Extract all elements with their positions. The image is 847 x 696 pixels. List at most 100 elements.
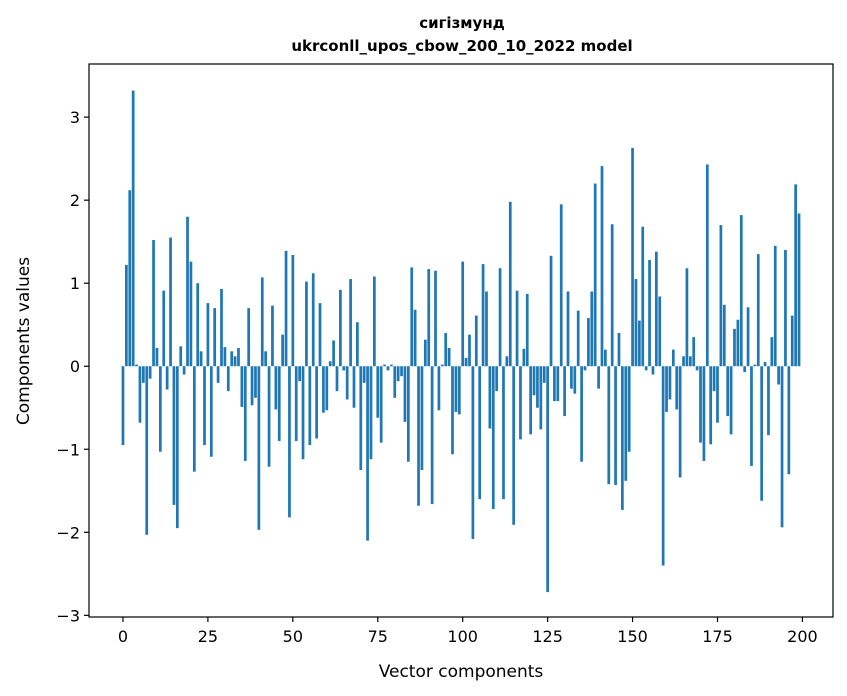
- bar: [573, 366, 577, 394]
- bar: [352, 366, 356, 408]
- bar: [688, 356, 692, 367]
- bar: [362, 366, 366, 383]
- bar: [773, 245, 777, 367]
- plot-area-frame: [88, 63, 834, 618]
- bar: [570, 366, 573, 389]
- bars-group: [121, 90, 801, 593]
- bar: [440, 364, 444, 367]
- bar: [607, 366, 611, 485]
- bar: [366, 366, 369, 541]
- bar: [158, 366, 162, 452]
- y-tick-label: 3: [70, 108, 80, 127]
- bar: [529, 366, 532, 435]
- bar: [305, 281, 308, 367]
- bar: [685, 268, 689, 367]
- bar: [447, 347, 451, 367]
- x-tick-label: 125: [532, 627, 563, 646]
- bar: [651, 366, 655, 375]
- bar: [277, 366, 281, 441]
- bar: [196, 283, 200, 367]
- bar: [237, 347, 240, 367]
- bar: [502, 366, 505, 500]
- y-tick-label: −2: [56, 523, 80, 542]
- bar: [186, 216, 189, 367]
- bar: [369, 366, 373, 460]
- bar: [580, 366, 583, 462]
- bar: [471, 366, 475, 539]
- bar: [444, 333, 448, 367]
- bar: [339, 289, 342, 367]
- bar: [206, 303, 210, 367]
- bar: [138, 366, 142, 423]
- bar: [614, 366, 617, 485]
- bar: [430, 366, 434, 505]
- bar: [131, 90, 135, 367]
- bar: [267, 366, 271, 467]
- bar: [311, 273, 315, 367]
- bar: [142, 366, 145, 383]
- bar: [250, 366, 254, 406]
- bar: [165, 366, 169, 390]
- bar: [485, 291, 488, 367]
- bar: [495, 366, 499, 392]
- bar: [525, 294, 529, 367]
- x-tick-label: 175: [702, 627, 733, 646]
- bar: [716, 366, 719, 423]
- bar: [189, 261, 193, 367]
- bar: [797, 213, 801, 367]
- bar: [705, 164, 709, 367]
- bar: [563, 366, 566, 417]
- bar: [719, 225, 723, 367]
- bar: [264, 351, 268, 367]
- bar: [746, 307, 750, 367]
- bar: [566, 291, 570, 367]
- bar: [216, 366, 220, 383]
- x-tick-label: 200: [787, 627, 818, 646]
- bar: [325, 366, 329, 411]
- y-tick-label: −3: [56, 606, 80, 625]
- x-tick-label: 150: [617, 627, 648, 646]
- bar: [271, 305, 274, 367]
- bar: [233, 356, 237, 367]
- bar: [753, 364, 757, 367]
- bar: [777, 366, 780, 385]
- bar: [379, 366, 383, 443]
- bar: [491, 366, 495, 510]
- bar: [345, 366, 349, 400]
- bar: [763, 362, 767, 367]
- bar: [209, 366, 213, 457]
- bar: [559, 204, 563, 367]
- bar: [386, 366, 390, 371]
- bar: [702, 366, 706, 461]
- chart-title-line1: сигізмунд: [419, 14, 505, 32]
- bar: [668, 366, 672, 400]
- bar: [546, 366, 549, 593]
- bar: [294, 366, 298, 441]
- bar: [332, 340, 335, 367]
- bar: [373, 276, 376, 367]
- bar: [281, 334, 284, 367]
- bar: [722, 304, 726, 367]
- bar: [658, 296, 662, 367]
- bar: [410, 267, 414, 367]
- bar: [665, 366, 668, 412]
- bar: [349, 279, 352, 367]
- bar: [699, 366, 702, 443]
- x-tick-label: 75: [368, 627, 388, 646]
- bar: [750, 366, 753, 466]
- bar: [481, 264, 485, 367]
- bar: [709, 366, 713, 445]
- bar: [505, 356, 509, 367]
- bar: [220, 289, 223, 367]
- bar: [556, 366, 560, 402]
- bar: [675, 366, 679, 410]
- bar: [243, 366, 247, 461]
- bar: [597, 366, 600, 389]
- x-tick-label: 25: [198, 627, 218, 646]
- bar: [420, 366, 424, 471]
- bar: [226, 366, 230, 392]
- bar: [519, 366, 522, 440]
- bar: [478, 366, 482, 500]
- bar: [125, 264, 128, 367]
